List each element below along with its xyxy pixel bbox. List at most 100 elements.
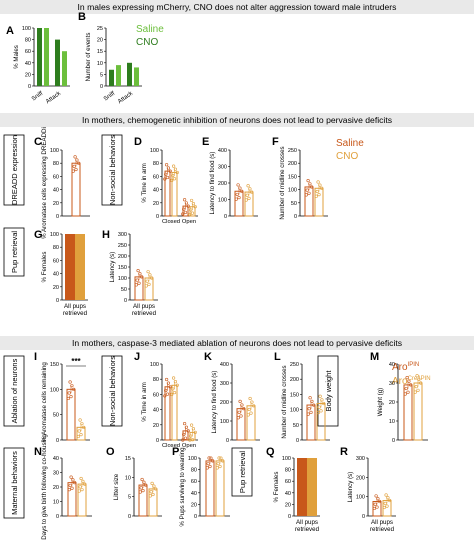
data-point bbox=[373, 502, 377, 506]
data-point bbox=[182, 432, 186, 437]
data-point bbox=[310, 185, 314, 189]
data-point bbox=[74, 167, 78, 172]
data-point bbox=[184, 201, 188, 205]
data-point bbox=[304, 193, 308, 197]
bar bbox=[77, 483, 87, 517]
data-point bbox=[316, 180, 320, 184]
y-tick-label: 10 bbox=[125, 475, 131, 481]
data-point bbox=[186, 204, 190, 208]
data-point bbox=[215, 466, 219, 470]
y-tick-label: 30 bbox=[389, 381, 395, 387]
x-axis-label: retrieved bbox=[295, 526, 320, 533]
x-tick-label: Sniff bbox=[31, 91, 44, 103]
data-point bbox=[73, 155, 77, 159]
data-point bbox=[246, 413, 250, 417]
y-tick-label: 60 bbox=[153, 174, 159, 180]
y-tick-label: 60 bbox=[53, 258, 59, 264]
data-point bbox=[145, 279, 149, 283]
y-tick-label: 80 bbox=[153, 377, 159, 383]
data-point bbox=[242, 407, 246, 411]
y-tick-label: 200 bbox=[218, 181, 227, 187]
y-axis-label: % Aromatase cells expressing DREADDi bbox=[41, 127, 48, 239]
data-point bbox=[306, 412, 310, 416]
y-tick-label: 150 bbox=[118, 265, 127, 271]
data-point bbox=[79, 433, 83, 437]
panel-M: M 0 10 20 30 40 Weight (g) bbox=[370, 351, 428, 444]
y-tick-label: 20 bbox=[53, 285, 59, 291]
data-point bbox=[165, 377, 169, 382]
data-point bbox=[186, 429, 190, 433]
y-axis-label: % Females bbox=[273, 472, 280, 503]
data-point bbox=[189, 208, 193, 212]
panel-letter: M bbox=[370, 351, 379, 363]
data-point bbox=[183, 421, 187, 426]
data-point bbox=[409, 383, 413, 387]
data-point bbox=[146, 270, 150, 274]
data-point bbox=[208, 464, 212, 469]
data-point bbox=[137, 281, 141, 285]
y-tick-label: 0 bbox=[56, 438, 59, 444]
panel-letter: L bbox=[274, 351, 281, 363]
data-point bbox=[172, 164, 176, 168]
data-point bbox=[71, 169, 75, 173]
x-tick-label: Attack bbox=[117, 90, 135, 105]
y-tick-label: 300 bbox=[220, 381, 229, 387]
data-point bbox=[372, 506, 376, 511]
data-point bbox=[318, 183, 322, 187]
data-point bbox=[134, 283, 138, 287]
data-point bbox=[136, 268, 140, 273]
y-tick-label: 50 bbox=[291, 201, 297, 207]
data-point bbox=[190, 211, 195, 215]
y-tick-label: 100 bbox=[188, 456, 197, 462]
data-point bbox=[238, 399, 242, 403]
y-tick-label: 100 bbox=[50, 232, 59, 238]
y-tick-label: 100 bbox=[150, 362, 159, 368]
data-point bbox=[138, 272, 142, 276]
data-point bbox=[181, 212, 185, 216]
y-tick-label: 0 bbox=[226, 438, 229, 444]
y-axis-label: % Time in arm bbox=[141, 163, 148, 203]
panel-H: H 0 50 100 150 200 250 300 Latency (s) All pupsre… bbox=[102, 229, 158, 317]
data-point bbox=[175, 383, 179, 387]
x-tick-label: Closed bbox=[162, 443, 180, 449]
data-point bbox=[385, 504, 389, 508]
section-title-3: In mothers, caspase-3 mediated ablation … bbox=[72, 338, 402, 348]
y-tick-label: 100 bbox=[220, 419, 229, 425]
y-tick-label: 200 bbox=[220, 400, 229, 406]
data-point bbox=[68, 380, 72, 384]
y-tick-label: 60 bbox=[191, 479, 197, 485]
data-point bbox=[211, 459, 215, 463]
data-point bbox=[320, 186, 324, 190]
x-tick-label: Open bbox=[182, 219, 196, 225]
x-tick-label: Attack bbox=[45, 90, 63, 105]
data-point bbox=[209, 456, 213, 460]
x-tick-label: Sniff bbox=[103, 91, 116, 103]
data-point bbox=[69, 395, 73, 399]
data-point bbox=[72, 387, 76, 391]
side-label-box-nonsocial_j bbox=[101, 355, 123, 427]
data-point bbox=[190, 198, 194, 203]
y-tick-label: 100 bbox=[288, 188, 297, 194]
data-point bbox=[170, 392, 174, 397]
data-point bbox=[173, 167, 177, 171]
data-point bbox=[312, 403, 316, 407]
panel-letter: J bbox=[134, 351, 140, 363]
data-point bbox=[415, 374, 419, 378]
data-point bbox=[247, 196, 251, 201]
data-point bbox=[171, 387, 175, 391]
data-point bbox=[317, 405, 321, 409]
x-axis-label: All pups bbox=[133, 303, 155, 310]
y-tick-label: 0 bbox=[294, 214, 297, 220]
y-tick-label: 20 bbox=[53, 485, 59, 491]
y-tick-label: 60 bbox=[285, 479, 291, 485]
data-point bbox=[147, 282, 151, 286]
data-point bbox=[79, 476, 83, 481]
x-tick-label: Closed bbox=[162, 219, 180, 225]
data-point bbox=[219, 456, 223, 460]
y-tick-label: 80 bbox=[25, 38, 31, 44]
x-axis-label: retrieved bbox=[63, 310, 88, 317]
data-point bbox=[252, 404, 256, 408]
bar bbox=[403, 384, 413, 441]
